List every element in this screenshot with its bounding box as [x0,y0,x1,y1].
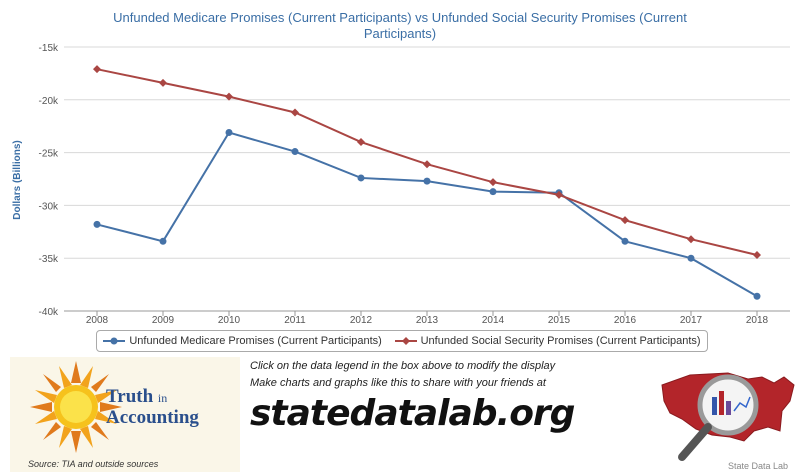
x-tick-label: 2018 [746,315,769,326]
y-tick-label: -35k [39,254,59,265]
chart-title-line2: Participants) [363,26,437,41]
legend-label-medicare: Unfunded Medicare Promises (Current Part… [129,335,382,347]
chart-title: Unfunded Medicare Promises (Current Part… [60,10,740,42]
tia-word-in: in [157,391,168,405]
x-tick-label: 2016 [614,315,637,326]
x-tick-label: 2017 [680,315,703,326]
data-point-series-1[interactable] [93,65,101,74]
data-point-series-1[interactable] [753,251,761,260]
data-point-series-0[interactable] [423,177,431,185]
x-tick-label: 2008 [86,315,109,326]
data-point-series-1[interactable] [489,178,497,187]
y-tick-label: -25k [39,149,59,160]
promo-share-hint: Make charts and graphs like this to shar… [250,377,546,389]
data-point-series-0[interactable] [621,237,629,245]
x-tick-label: 2009 [152,315,175,326]
tia-word-accounting: Accounting [106,407,199,428]
line-chart: -15k -20k -25k -30k -35k -40k 2008 2009 2010 201… [12,43,790,326]
data-point-series-1[interactable] [423,160,431,169]
data-point-series-1[interactable] [159,78,167,87]
state-data-lab-logo-icon[interactable] [650,357,800,467]
data-point-series-1[interactable] [357,138,365,147]
x-tick-label: 2012 [350,315,373,326]
x-tick-label: 2015 [548,315,571,326]
footer-banner: Truth in Accounting Source: TIA and outs… [0,357,800,475]
legend-label-social-security: Unfunded Social Security Promises (Curre… [420,335,701,347]
sun-icon [30,361,122,453]
data-point-series-0[interactable] [753,292,761,300]
x-tick-label: 2013 [416,315,439,326]
data-point-series-0[interactable] [687,254,695,262]
data-point-series-0[interactable] [225,129,233,137]
x-tick-label: 2010 [218,315,241,326]
promo-legend-hint: Click on the data legend in the box abov… [250,360,556,372]
y-tick-label: -40k [39,307,59,318]
y-axis-label: Dollars (Billions) [12,140,23,219]
legend-marker-diamond-icon [394,337,417,345]
legend-item-social-security[interactable]: Unfunded Social Security Promises (Curre… [394,335,701,347]
data-point-series-1[interactable] [555,190,563,199]
series-line-0[interactable] [96,131,758,298]
tia-word-truth: Truth [106,386,154,407]
x-tick-label: 2011 [284,315,306,326]
chart-legend[interactable]: Unfunded Medicare Promises (Current Part… [96,330,708,352]
statedatalab-link[interactable]: statedatalab.org [250,393,575,434]
source-note: Source: TIA and outside sources [28,459,159,469]
data-point-series-1[interactable] [621,216,629,225]
data-point-series-1[interactable] [225,92,233,101]
y-tick-label: -20k [39,96,59,107]
data-point-series-0[interactable] [291,148,299,156]
data-point-series-0[interactable] [489,188,497,196]
chart-area: Unfunded Medicare Promises (Current Part… [12,10,790,352]
chart-title-line1: Unfunded Medicare Promises (Current Part… [113,10,687,25]
state-data-lab-caption: State Data Lab [728,461,789,471]
data-point-series-0[interactable] [93,220,101,228]
legend-item-medicare[interactable]: Unfunded Medicare Promises (Current Part… [103,335,382,347]
truth-in-accounting-logo[interactable]: Truth in Accounting Source: TIA and outs… [10,357,240,472]
x-tick-label: 2014 [482,315,505,326]
y-tick-label: -15k [39,43,59,54]
data-point-series-0[interactable] [159,237,167,245]
data-point-series-1[interactable] [291,108,299,117]
data-point-series-1[interactable] [687,235,695,244]
data-point-series-0[interactable] [357,174,365,182]
tia-wordmark: Truth in Accounting [106,387,199,427]
legend-marker-circle-icon [103,337,126,345]
y-tick-label: -30k [39,201,59,212]
